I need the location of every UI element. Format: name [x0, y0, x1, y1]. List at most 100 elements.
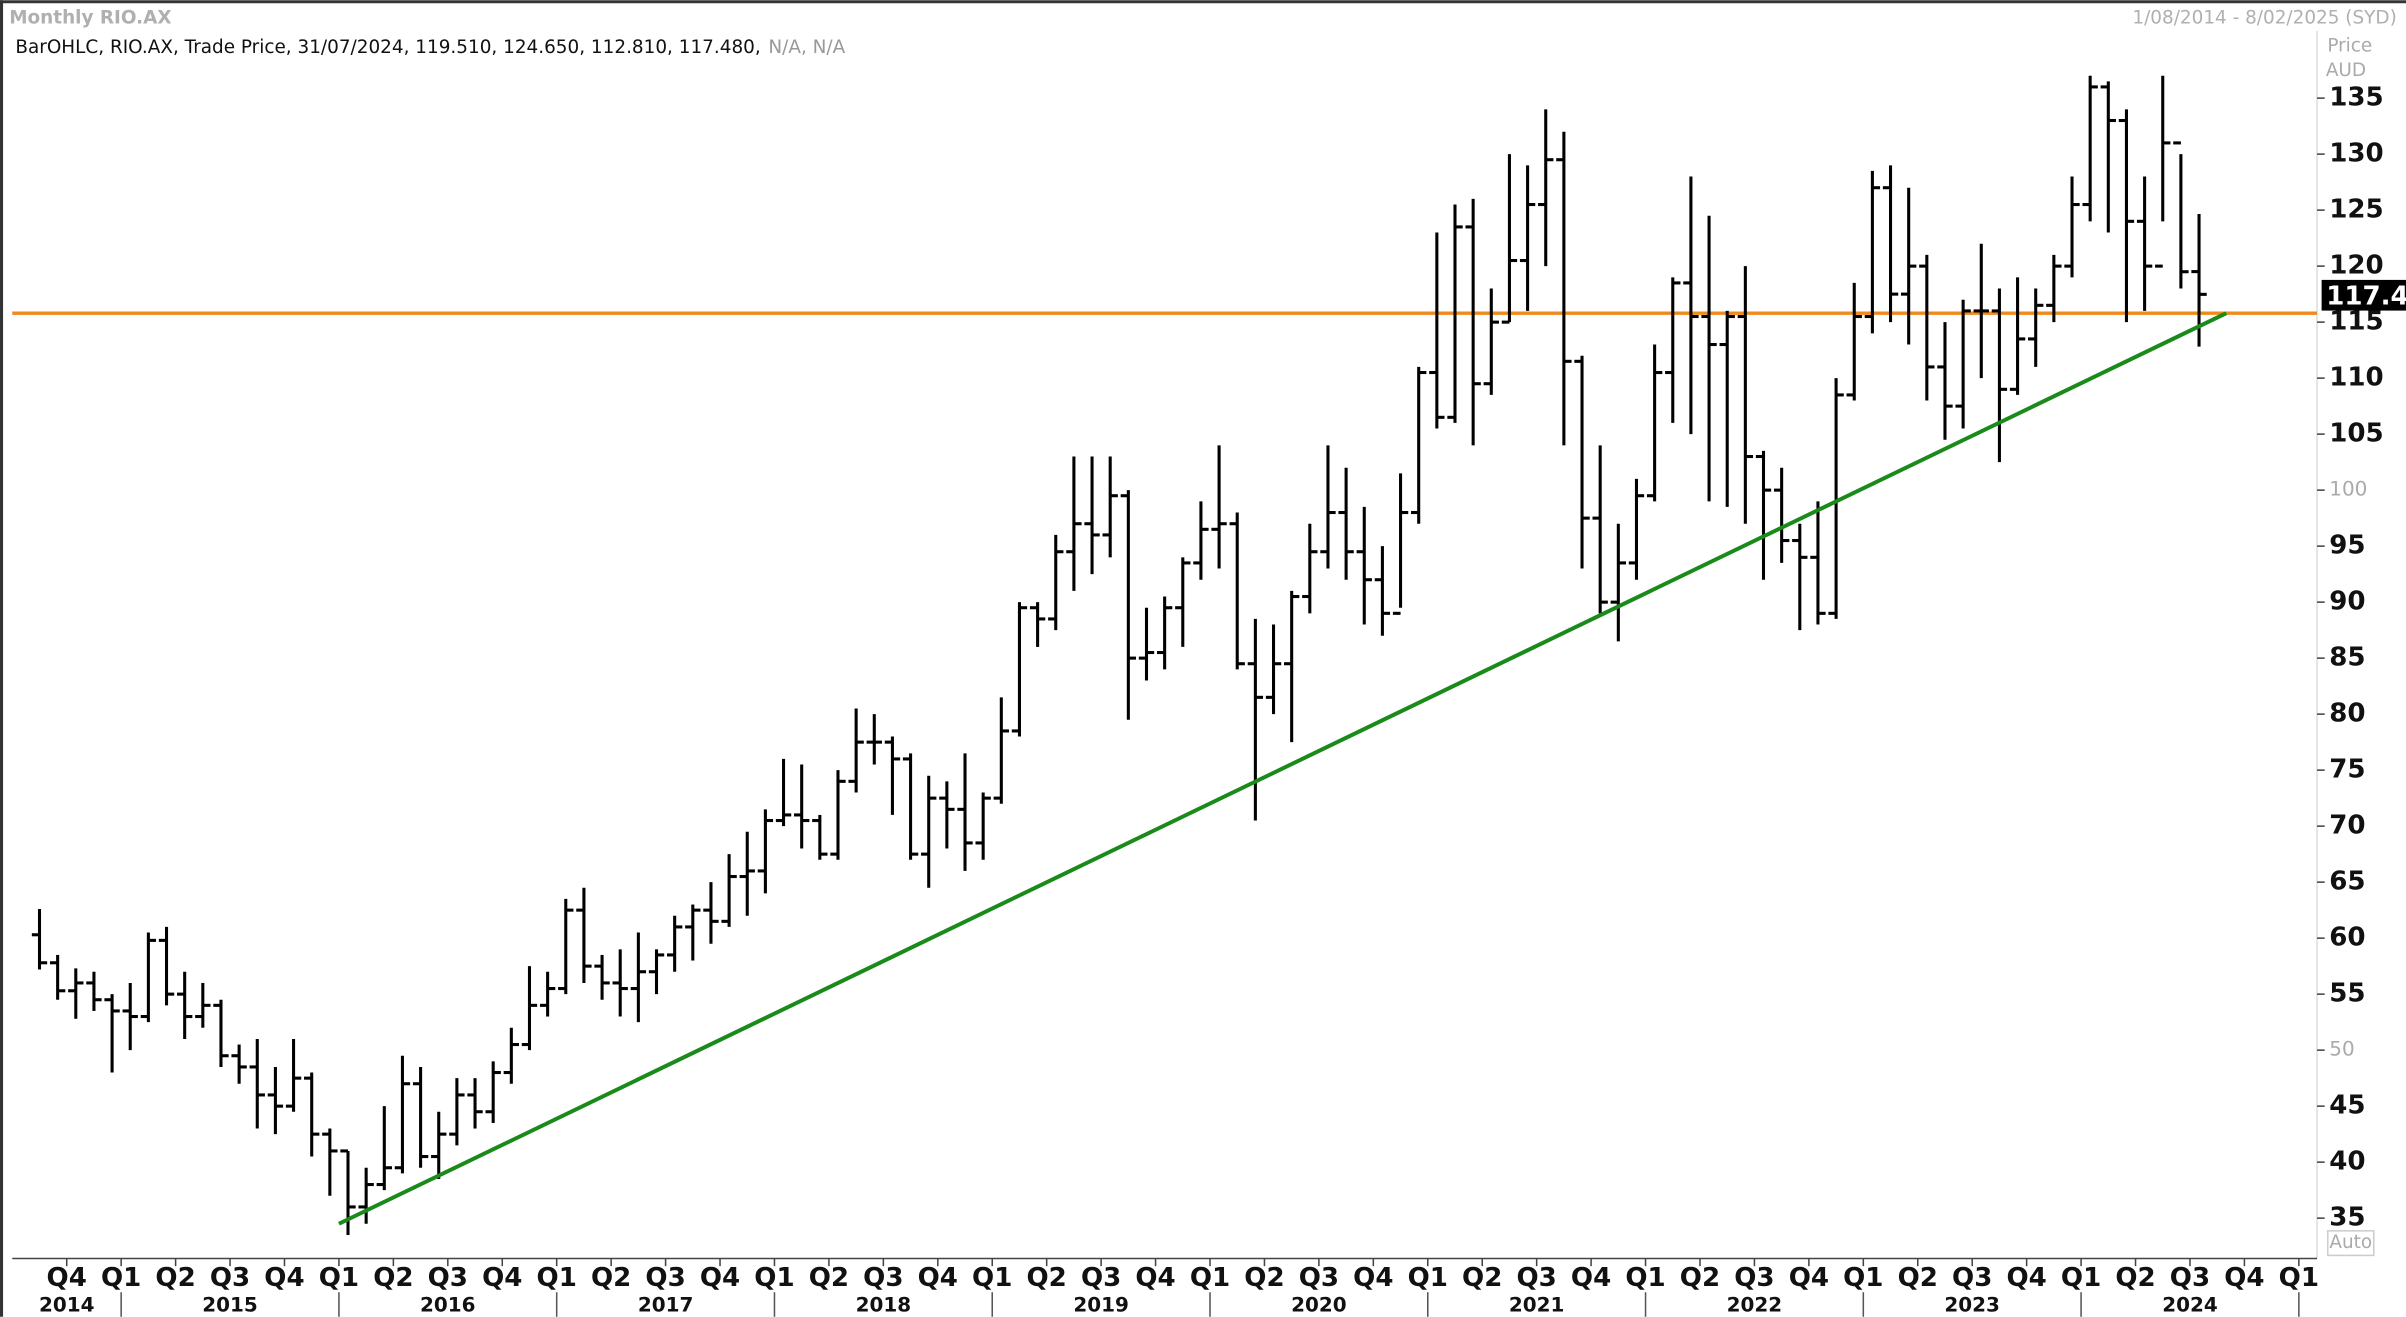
- ohlc-bar: [1538, 109, 1554, 267]
- ohlc-bar: [739, 831, 755, 916]
- ohlc-bar: [1120, 490, 1137, 720]
- y-tick-label: 75: [2329, 755, 2365, 785]
- chart-title: Monthly RIO.AX: [9, 8, 171, 29]
- ohlc-bar: [848, 708, 864, 793]
- x-tick-label: Q1: [537, 1263, 577, 1293]
- ohlc-bar: [376, 1106, 392, 1191]
- x-tick-label: Q4: [264, 1263, 304, 1293]
- y-tick-label: 60: [2329, 923, 2365, 953]
- y-tick-label: 70: [2329, 811, 2365, 841]
- ohlc-bar: [1937, 322, 1953, 440]
- ohlc-bar: [757, 809, 774, 894]
- year-label: 2023: [1944, 1293, 2000, 1317]
- x-tick-label: Q4: [1135, 1263, 1175, 1293]
- x-tick-label: Q1: [319, 1263, 359, 1293]
- x-tick-label: Q3: [1516, 1263, 1556, 1293]
- ohlc-bar: [1973, 243, 1989, 379]
- ohlc-bar: [1901, 187, 1917, 345]
- ohlc-bar: [394, 1055, 411, 1174]
- ohlc-bar: [1465, 198, 1481, 446]
- x-tick-label: Q3: [1299, 1263, 1339, 1293]
- y-axis-label: Price: [2327, 35, 2372, 56]
- year-label: 2015: [202, 1293, 258, 1317]
- ohlc-bar: [1773, 467, 1790, 563]
- ohlc-bar: [1592, 445, 1608, 614]
- ohlc-bar: [866, 714, 882, 765]
- ohlc-bar: [1719, 310, 1735, 507]
- ohlc-bar: [939, 781, 955, 849]
- x-tick-label: Q1: [1408, 1263, 1448, 1293]
- ohlc-bar: [431, 1111, 447, 1179]
- x-tick-label: Q3: [428, 1263, 468, 1293]
- ohlc-bar: [594, 954, 610, 1000]
- x-tick-label: Q1: [101, 1263, 141, 1293]
- ohlc-bar: [1991, 288, 2008, 463]
- x-tick-label: Q1: [2061, 1263, 2101, 1293]
- y-tick-label: 105: [2329, 419, 2383, 449]
- scale-mode-box[interactable]: [2326, 1230, 2375, 1257]
- ohlc-bar: [794, 764, 810, 849]
- ohlc-bar: [1320, 445, 1336, 569]
- x-tick-label: Q3: [863, 1263, 903, 1293]
- y-tick-label: 40: [2329, 1147, 2365, 1177]
- ohlc-bar: [812, 814, 828, 860]
- y-tick-label: 130: [2329, 139, 2383, 169]
- x-tick-label: Q2: [373, 1263, 413, 1293]
- ohlc-bar: [957, 753, 973, 871]
- x-tick-label: Q2: [1680, 1263, 1720, 1293]
- ohlc-bar: [1175, 557, 1191, 647]
- ohlc-bar: [975, 792, 991, 860]
- ohlc-bar: [2046, 254, 2062, 323]
- ohlc-bar: [285, 1038, 302, 1112]
- y-tick-label: 55: [2329, 979, 2365, 1009]
- ohlc-bar: [2082, 75, 2098, 222]
- ohlc-bar: [467, 1078, 483, 1129]
- ohlc-bar: [1338, 467, 1354, 580]
- ohlc-bar: [104, 994, 120, 1073]
- ohlc-bar: [1447, 204, 1463, 423]
- x-tick-label: Q3: [1081, 1263, 1121, 1293]
- ohlc-bar: [1392, 473, 1409, 615]
- ohlc-bar: [231, 1044, 247, 1084]
- x-tick-label: Q4: [1353, 1263, 1393, 1293]
- ohlc-bar: [1955, 299, 1971, 429]
- ohlc-bar: [558, 898, 574, 995]
- ohlc-bar: [1429, 232, 1445, 429]
- x-tick-label: Q1: [1625, 1263, 1665, 1293]
- ohlc-bar: [830, 770, 846, 860]
- ohlc-bar: [1084, 456, 1100, 575]
- ohlc-bar: [648, 949, 665, 995]
- y-tick-label: 95: [2329, 531, 2365, 561]
- ohlc-bar: [1556, 131, 1572, 446]
- year-label: 2022: [1727, 1293, 1782, 1317]
- ohlc-bar: [304, 1072, 320, 1157]
- scale-mode[interactable]: Auto: [2329, 1232, 2372, 1253]
- date-range: 1/08/2014 - 8/02/2025 (SYD): [2132, 8, 2396, 29]
- year-label: 2018: [856, 1293, 911, 1317]
- ohlc-bar: [1574, 355, 1590, 569]
- y-tick-label: 80: [2329, 699, 2365, 729]
- ohlc-bar: [775, 758, 792, 827]
- ohlc-bar: [31, 909, 48, 970]
- ohlc-bar: [1066, 456, 1082, 591]
- year-label: 2017: [638, 1293, 694, 1317]
- x-tick-label: Q2: [591, 1263, 631, 1293]
- x-tick-label: Q4: [700, 1263, 740, 1293]
- y-tick-label: 100: [2329, 477, 2367, 501]
- ohlc-bar: [1610, 523, 1626, 642]
- ohlc-bar: [1356, 506, 1372, 625]
- ohlc-bar: [1265, 624, 1282, 715]
- ohlc-bar: [1519, 165, 1536, 311]
- ohlc-bar: [1792, 523, 1808, 631]
- y-tick-label: 50: [2329, 1037, 2354, 1061]
- x-tick-label: Q1: [1190, 1263, 1230, 1293]
- ohlc-bar: [2100, 81, 2116, 233]
- ohlc-bar: [322, 1128, 338, 1196]
- ohlc-bar: [1011, 602, 1028, 737]
- ohlc-bar: [1229, 512, 1245, 670]
- year-label: 2014: [39, 1293, 95, 1317]
- x-tick-label: Q4: [2224, 1263, 2264, 1293]
- ohlc-bar: [1483, 288, 1499, 395]
- y-tick-label: 125: [2329, 195, 2383, 225]
